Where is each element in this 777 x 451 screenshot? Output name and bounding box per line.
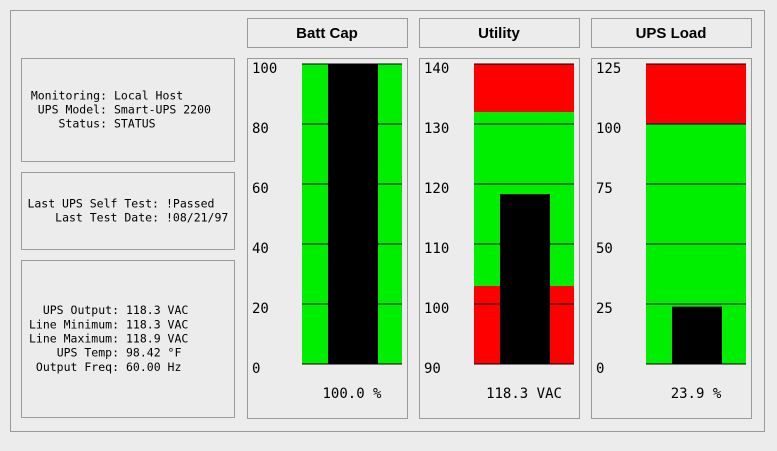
panel: [21, 172, 235, 250]
header-box: [419, 18, 580, 48]
panel: [21, 58, 235, 162]
value-label: 23.9 %: [671, 386, 722, 402]
info-label: Line Minimum:: [29, 317, 119, 331]
y-tick-label: 25: [596, 301, 613, 317]
y-tick-label: 100: [596, 121, 621, 137]
info-label: UPS Temp:: [57, 346, 119, 360]
info-label: Output Freq:: [36, 360, 119, 374]
info-value: 60.00 Hz: [126, 360, 181, 374]
y-tick-label: 125: [596, 61, 621, 77]
y-tick-label: 130: [424, 121, 449, 137]
y-tick-label: 100: [252, 61, 277, 77]
header-box: [247, 18, 408, 48]
info-value: STATUS: [114, 117, 156, 131]
y-tick-label: 40: [252, 241, 269, 257]
chart-title: Utility: [478, 25, 520, 42]
y-tick-label: 120: [424, 181, 449, 197]
info-label: Last UPS Self Test:: [27, 196, 159, 210]
bar: [672, 306, 722, 364]
info-value: 98.42 °F: [126, 346, 181, 360]
chart-title: UPS Load: [636, 25, 707, 42]
info-value: !Passed: [166, 196, 214, 210]
info-value: 118.3 VAC: [126, 317, 188, 331]
y-tick-label: 100: [424, 301, 449, 317]
y-tick-label: 0: [596, 361, 604, 377]
info-value: 118.3 VAC: [126, 303, 188, 317]
header-box: [591, 18, 752, 48]
y-tick-label: 50: [596, 241, 613, 257]
info-value: Local Host: [114, 88, 183, 102]
chart-title: Batt Cap: [296, 25, 358, 42]
info-label: Monitoring:: [31, 88, 107, 102]
info-label: Line Maximum:: [29, 332, 119, 346]
panel: [21, 260, 235, 418]
y-tick-label: 0: [252, 361, 260, 377]
y-tick-label: 60: [252, 181, 269, 197]
info-label: UPS Model:: [38, 103, 107, 117]
y-tick-label: 75: [596, 181, 613, 197]
info-value: 118.9 VAC: [126, 332, 188, 346]
info-label: Status:: [59, 117, 107, 131]
value-label: 118.3 VAC: [486, 386, 562, 402]
info-label: UPS Output:: [43, 303, 119, 317]
y-tick-label: 20: [252, 301, 269, 317]
info-value: !08/21/97: [166, 211, 228, 225]
info-label: Last Test Date:: [55, 211, 159, 225]
y-tick-label: 110: [424, 241, 449, 257]
y-tick-label: 90: [424, 361, 441, 377]
band: [646, 64, 746, 124]
y-tick-label: 80: [252, 121, 269, 137]
info-value: Smart-UPS 2200: [114, 103, 211, 117]
y-tick-label: 140: [424, 61, 449, 77]
bar: [500, 194, 550, 364]
band: [474, 64, 574, 112]
bar: [328, 64, 378, 364]
value-label: 100.0 %: [322, 386, 382, 402]
